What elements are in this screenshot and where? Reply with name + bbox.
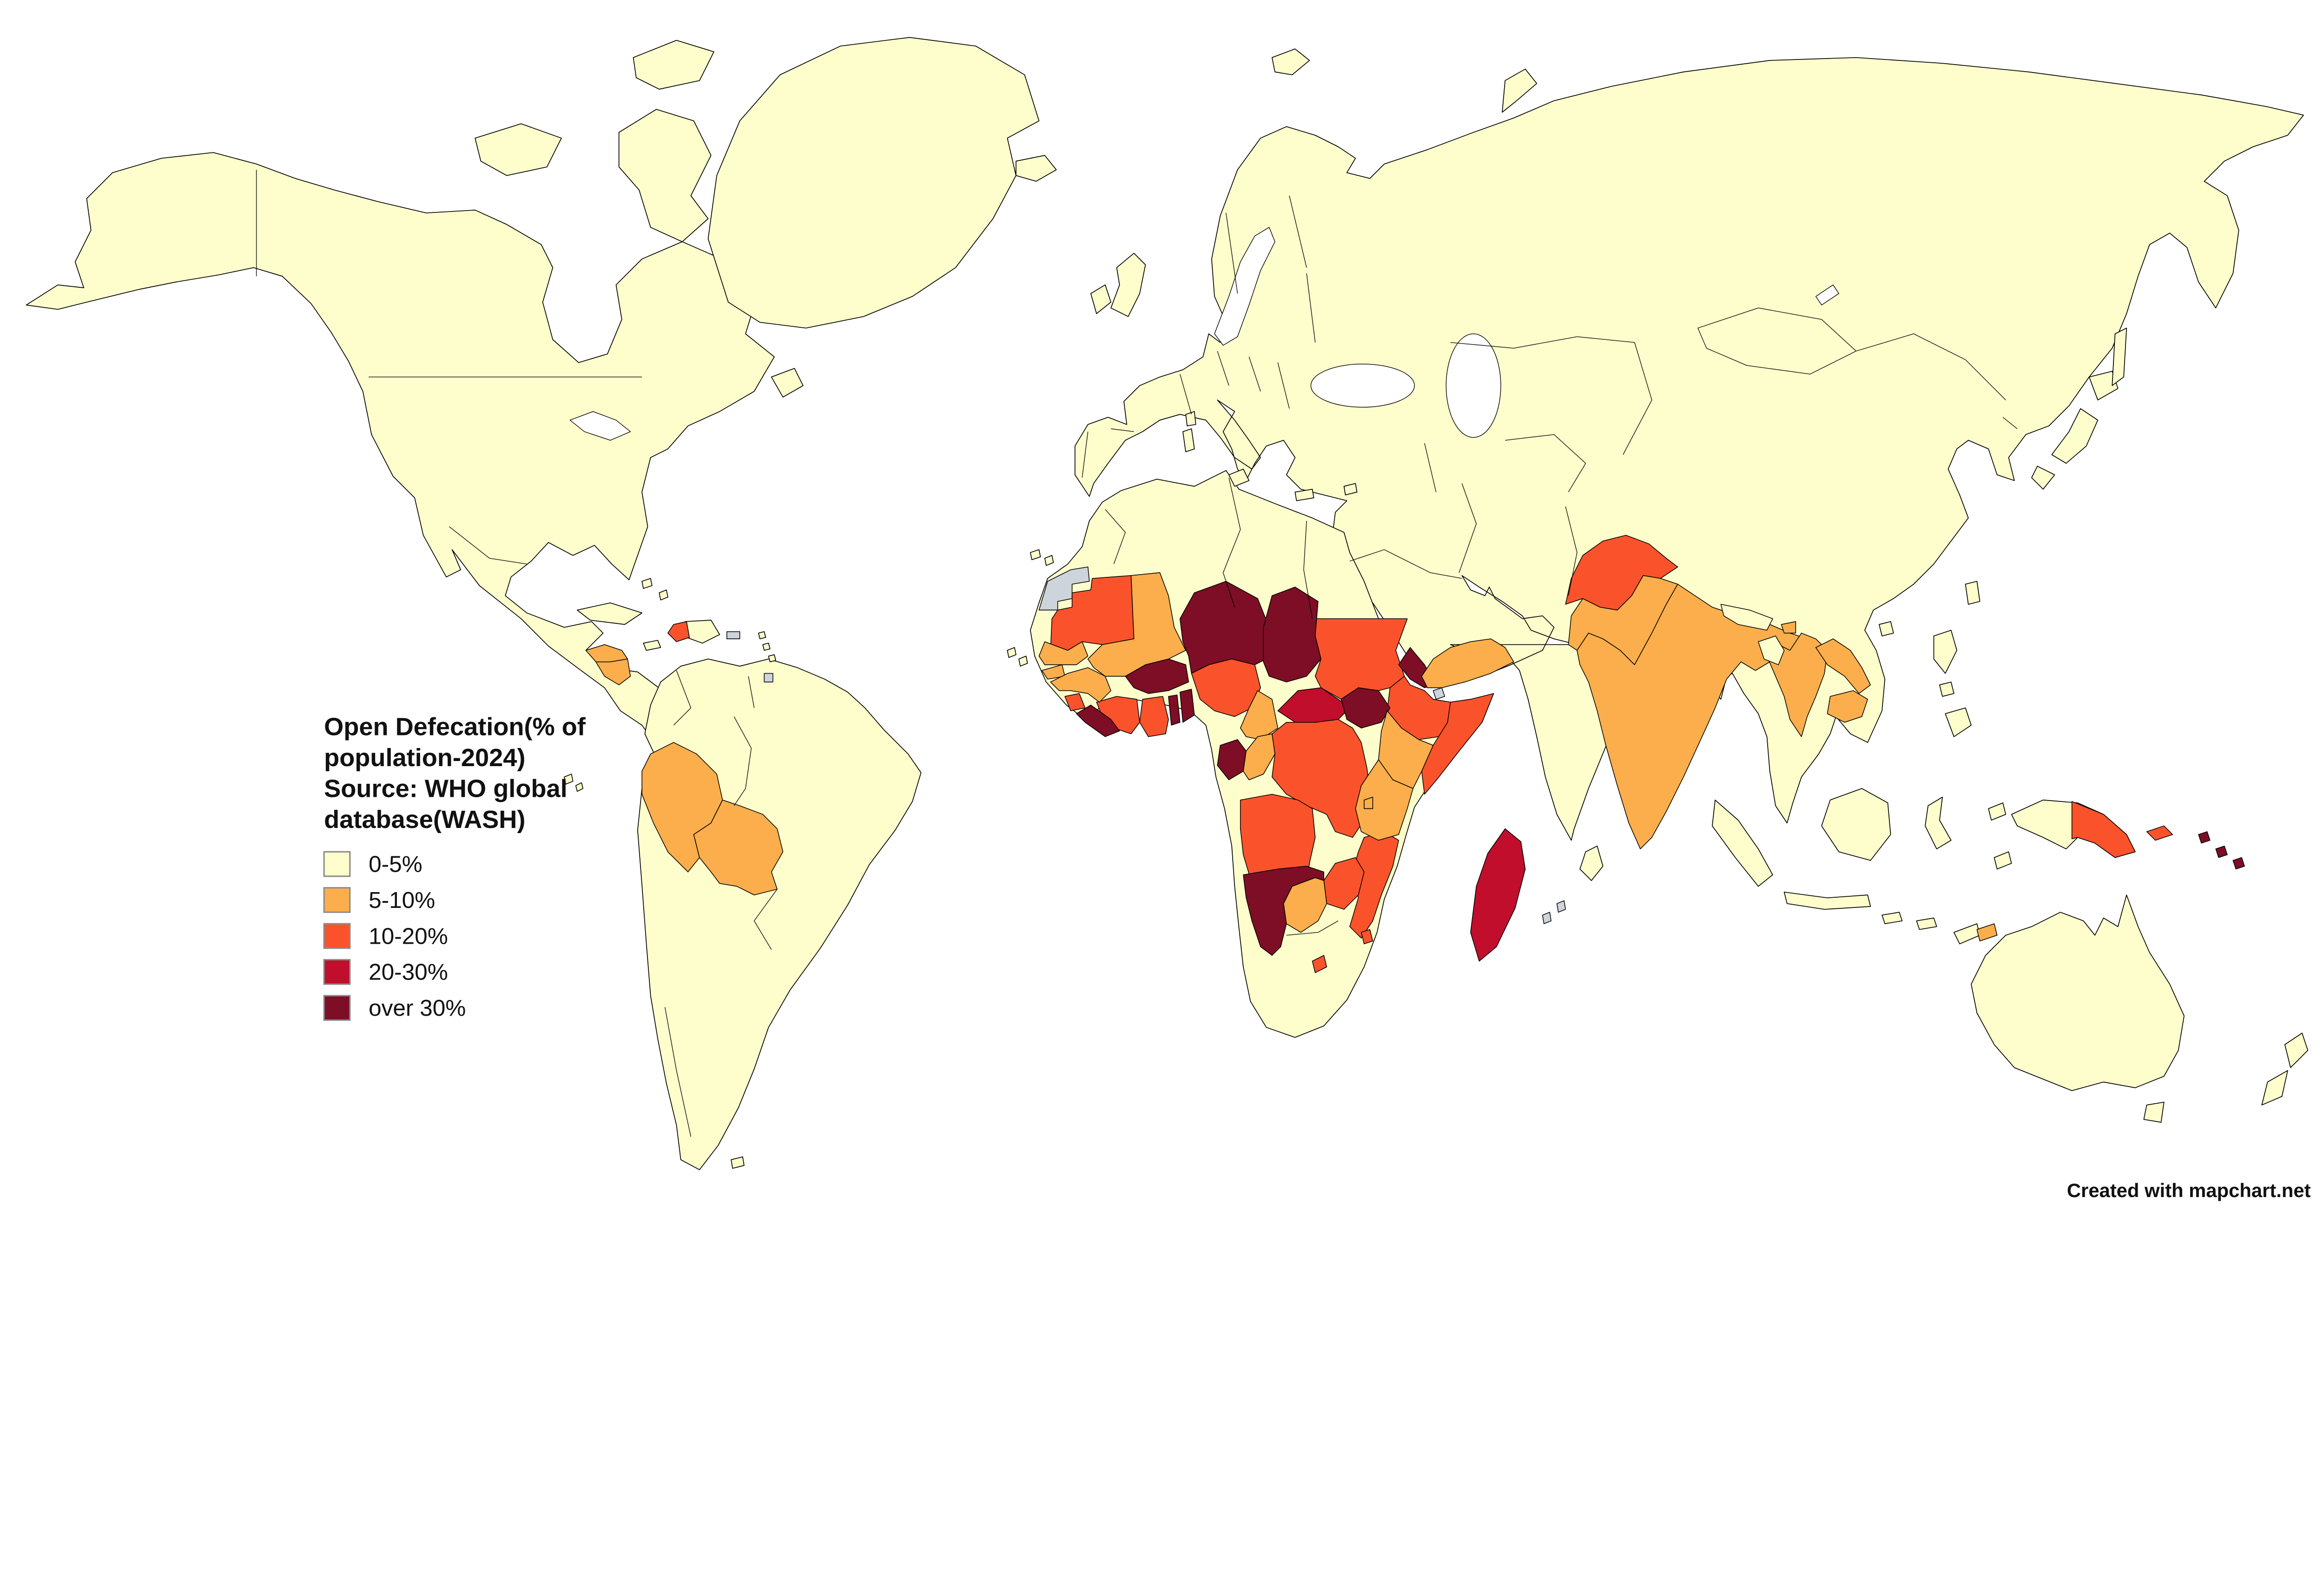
map-svg: Open Defecation(% of population-2024) So…	[26, 37, 2311, 1202]
island-iceland[interactable]	[1016, 155, 1057, 182]
country-sierra-leone[interactable]	[1064, 693, 1086, 711]
region-philippines[interactable]	[1933, 629, 1972, 737]
region-indonesia[interactable]	[1712, 788, 2012, 930]
island-sri-lanka[interactable]	[1579, 846, 1604, 881]
legend-title-line-1: Open Defecation(% of	[324, 713, 586, 741]
country-nicaragua[interactable]	[595, 658, 631, 686]
country-congo[interactable]	[1243, 733, 1275, 781]
caspian-sea	[1446, 333, 1501, 438]
country-djibouti[interactable]	[1433, 687, 1445, 700]
country-haiti[interactable]	[667, 621, 690, 642]
islands-galapagos-falkland[interactable]	[564, 774, 745, 1169]
country-tanzania[interactable]	[1355, 759, 1413, 841]
region-eurasia[interactable]	[1074, 57, 2304, 841]
country-puerto-rico[interactable]	[726, 631, 740, 639]
legend-swatch-over-30	[323, 995, 351, 1021]
legend-swatch-0-5	[323, 851, 351, 877]
islands-atlantic-canary-capeverde[interactable]	[1007, 549, 1054, 667]
country-solomon-islands[interactable]	[2198, 831, 2245, 870]
country-nepal[interactable]	[1720, 604, 1773, 631]
legend-label-0-5: 0-5%	[369, 852, 423, 877]
lake-baikal	[1816, 285, 1839, 305]
country-togo[interactable]	[1168, 695, 1181, 726]
world-choropleth-map: Open Defecation(% of population-2024) So…	[26, 37, 2311, 1202]
legend-label-20-30: 20-30%	[369, 960, 448, 985]
great-lakes	[569, 411, 631, 441]
country-burundi[interactable]	[1364, 796, 1373, 809]
country-western-sahara[interactable]	[1038, 566, 1090, 611]
internal-country-borders	[256, 170, 2018, 1137]
country-somalia[interactable]	[1421, 693, 1494, 795]
islands-bahamas-antilles[interactable]	[641, 578, 776, 662]
country-lesotho[interactable]	[1312, 955, 1327, 973]
island-tasmania[interactable]	[2143, 1101, 2165, 1123]
country-timor-leste[interactable]	[1976, 923, 1998, 941]
legend-swatch-20-30	[323, 959, 351, 985]
island-sakhalin[interactable]	[2112, 327, 2127, 386]
island-hainan[interactable]	[1879, 621, 1894, 636]
baltic-sea	[1214, 227, 1275, 346]
island-svalbard[interactable]	[1271, 48, 1310, 75]
country-eswatini[interactable]	[1360, 929, 1373, 945]
black-sea	[1310, 364, 1415, 408]
credit-text: Created with mapchart.net	[2067, 1179, 2311, 1201]
legend-title-line-4: database(WASH)	[324, 806, 525, 834]
country-guinea[interactable]	[1050, 667, 1111, 703]
region-greenland[interactable]	[707, 37, 1040, 329]
country-benin[interactable]	[1179, 688, 1195, 723]
region-new-zealand[interactable]	[2261, 1033, 2309, 1105]
islands-mediterranean[interactable]	[1182, 411, 1358, 501]
region-australia[interactable]	[1971, 894, 2185, 1091]
island-novaya-zemlya[interactable]	[1502, 68, 1538, 113]
country-ghana[interactable]	[1139, 696, 1169, 737]
country-cameroon[interactable]	[1240, 690, 1278, 740]
island-cuba[interactable]	[577, 602, 642, 625]
country-bolivia[interactable]	[693, 800, 784, 895]
island-britain-ireland[interactable]	[1090, 252, 1146, 317]
region-japan[interactable]	[2031, 371, 2119, 490]
country-mali[interactable]	[1087, 572, 1186, 677]
choropleth-countries	[585, 535, 2245, 973]
legend-title-line-2: population-2024)	[324, 744, 525, 772]
country-laos[interactable]	[1815, 638, 1871, 694]
country-papua-new-guinea[interactable]	[2071, 801, 2136, 858]
legend-label-10-20: 10-20%	[369, 923, 448, 949]
legend-label-5-10: 5-10%	[369, 887, 435, 913]
country-liberia[interactable]	[1076, 704, 1120, 737]
country-cambodia[interactable]	[1827, 690, 1868, 723]
island-taiwan[interactable]	[1965, 581, 1981, 605]
country-madagascar[interactable]	[1470, 828, 1526, 962]
islands-reunion-mauritius[interactable]	[1542, 900, 1566, 924]
legend: Open Defecation(% of population-2024) So…	[323, 713, 586, 1021]
legend-swatch-10-20	[323, 923, 351, 949]
region-north-america[interactable]	[26, 152, 775, 761]
country-bhutan[interactable]	[1781, 621, 1796, 634]
inland-water-group	[569, 227, 1839, 792]
arctic-islands[interactable]	[475, 40, 804, 398]
country-senegal-gambia[interactable]	[1038, 641, 1089, 665]
country-kenya[interactable]	[1378, 710, 1434, 789]
legend-swatch-5-10	[323, 887, 351, 913]
island-new-britain[interactable]	[2146, 825, 2173, 841]
country-yemen[interactable]	[1421, 638, 1514, 688]
legend-label-over-30: over 30%	[369, 995, 466, 1021]
country-chad[interactable]	[1263, 587, 1321, 682]
country-botswana[interactable]	[1283, 877, 1327, 933]
country-trinidad-and-tobago[interactable]	[764, 673, 773, 682]
country-bangladesh[interactable]	[1758, 635, 1785, 665]
legend-title-line-3: Source: WHO global	[324, 775, 568, 803]
island-jamaica[interactable]	[643, 640, 661, 651]
